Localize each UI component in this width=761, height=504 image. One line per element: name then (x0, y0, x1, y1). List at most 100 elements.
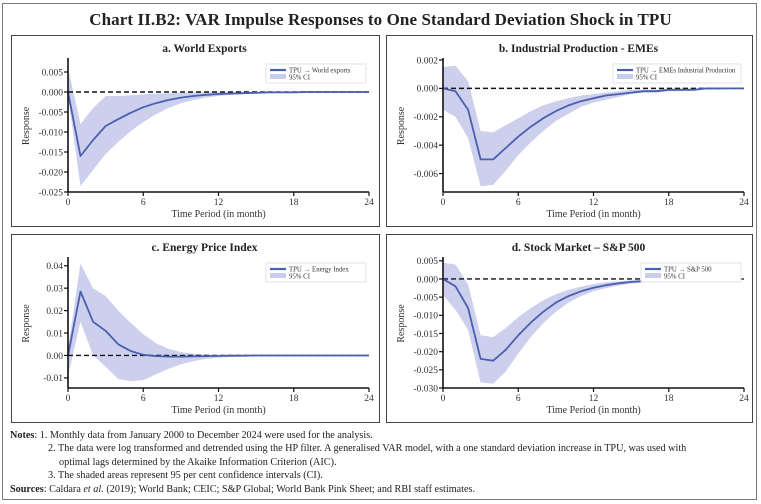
sources-line: Sources: Caldara et al. (2019); World Ba… (10, 483, 755, 496)
y-tick-label: -0.010 (413, 312, 438, 322)
chart-svg-c: c. Energy Price Index 0.04 0.03 0.02 0.01 0.0… (21, 242, 374, 416)
y-tick-label: 0.01 (46, 329, 63, 339)
panel-title: b. Industrial Production - EMEs (499, 43, 659, 55)
x-tick-label: 0 (66, 394, 71, 404)
note-text: optimal lags determined by the Akaike In… (59, 456, 337, 468)
y-tick-label: -0.025 (413, 366, 438, 376)
confidence-band (68, 263, 369, 382)
y-tick-label: -0.025 (38, 188, 63, 198)
legend-line-label: TPU → S&P 500 (664, 266, 712, 273)
chart-frame (2, 3, 757, 500)
legend-line-label: TPU → Energy Index (289, 266, 349, 273)
notes-colon: : (34, 430, 40, 441)
panel-title: a. World Exports (162, 43, 247, 55)
y-tick-label: -0.010 (38, 128, 63, 138)
y-tick-label: -0.002 (413, 113, 438, 123)
y-tick-label: -0.015 (38, 148, 63, 158)
x-tick-label: 0 (441, 198, 446, 208)
chart-title: Chart II.B2: VAR Impulse Responses to On… (89, 10, 672, 29)
x-tick-label: 6 (516, 198, 521, 208)
confidence-band (443, 65, 744, 187)
x-tick-label: 0 (66, 198, 71, 208)
note-2: 2. The data were log transformed and det… (10, 442, 755, 455)
note-text: 3. The shaded areas represent 95 per cen… (48, 470, 323, 482)
y-tick-label: -0.004 (413, 141, 438, 151)
confidence-band (68, 68, 369, 186)
legend-box (612, 63, 742, 84)
y-tick-label: -0.005 (413, 293, 438, 303)
confidence-band (443, 262, 744, 384)
y-tick-label: 0.005 (417, 257, 439, 267)
note-2-cont: optimal lags determined by the Akaike In… (10, 456, 755, 469)
x-tick-label: 6 (141, 198, 146, 208)
y-tick-label: 0.000 (417, 85, 439, 95)
x-axis-label: Time Period (in month) (546, 209, 640, 220)
panel-energy-price-index: c. Energy Price Index 0.04 0.03 0.02 0.01 0.0… (11, 234, 380, 423)
panel-stock-market: d. Stock Market – S&P 500 0.005 0.000 -0.00… (386, 234, 753, 423)
y-tick-label: 0.02 (46, 307, 63, 317)
chart-svg-d: d. Stock Market – S&P 500 0.005 0.000 -0.00… (396, 242, 749, 416)
panel-title: c. Energy Price Index (151, 242, 257, 254)
sources-italic: et al. (83, 483, 104, 495)
sources-label: Sources (10, 483, 44, 495)
x-tick-label: 18 (664, 198, 674, 208)
y-tick-label: 0.000 (42, 88, 64, 98)
legend-band-swatch (270, 273, 286, 278)
y-axis-label: Response (21, 304, 32, 343)
x-tick-label: 24 (364, 394, 374, 404)
x-axis-label: Time Period (in month) (171, 405, 265, 416)
y-tick-label: 0.002 (417, 56, 439, 66)
legend-band-swatch (617, 74, 633, 79)
sources-text-rest: (2019); World Bank; CEIC; S&P Global; Wo… (103, 483, 476, 495)
x-tick-label: 24 (739, 198, 749, 208)
legend-band-swatch (270, 74, 286, 79)
legend-box (265, 63, 367, 84)
y-axis-label: Response (396, 106, 407, 145)
panel-industrial-production: b. Industrial Production - EMEs 0.002 0.00… (386, 35, 753, 227)
legend-band-label: 95% CI (636, 75, 658, 82)
y-tick-label: -0.015 (413, 330, 438, 340)
y-tick-label: -0.020 (413, 348, 438, 358)
response-line (442, 87, 744, 161)
panel-world-exports: a. World Exports 0.005 0.000 -0.005 -0.010 -0… (11, 35, 380, 227)
notes-section: Notes: 1. Monthly data from January 2000… (10, 429, 755, 496)
note-text: 1. Monthly data from January 2000 to Dec… (39, 430, 373, 441)
x-axis-label: Time Period (in month) (546, 405, 640, 416)
legend-line-label: TPU → World exports (289, 67, 351, 74)
response-line (67, 290, 369, 358)
x-tick-label: 12 (589, 198, 599, 208)
chart-svg-a: a. World Exports 0.005 0.000 -0.005 -0.010 -0… (21, 43, 374, 220)
x-tick-label: 0 (441, 394, 446, 404)
legend-band-label: 95% CI (664, 274, 686, 281)
y-tick-label: -0.01 (43, 374, 63, 384)
legend-band-label: 95% CI (289, 274, 311, 281)
chart-svg-b: b. Industrial Production - EMEs 0.002 0.00… (396, 43, 749, 220)
sources-text: Caldara (49, 483, 84, 495)
x-tick-label: 24 (739, 394, 749, 404)
note-1: Notes: 1. Monthly data from January 2000… (10, 429, 755, 442)
legend-band-label: 95% CI (289, 75, 311, 82)
y-tick-label: -0.020 (38, 168, 63, 178)
x-tick-label: 18 (664, 394, 674, 404)
x-tick-label: 12 (214, 198, 224, 208)
x-axis-label: Time Period (in month) (171, 209, 265, 220)
y-tick-label: 0.00 (46, 352, 63, 362)
y-axis-label: Response (396, 304, 407, 343)
x-tick-label: 6 (141, 394, 146, 404)
y-tick-label: 0.04 (46, 262, 63, 272)
x-tick-label: 12 (214, 394, 224, 404)
y-tick-label: -0.006 (413, 170, 438, 180)
panel-title: d. Stock Market – S&P 500 (512, 242, 646, 254)
legend-box (640, 262, 742, 283)
response-line (67, 91, 369, 157)
note-text: 2. The data were log transformed and det… (48, 443, 687, 455)
notes-label: Notes (10, 430, 35, 441)
legend-box (265, 262, 367, 283)
sources-colon: : (43, 483, 50, 495)
x-tick-label: 18 (289, 198, 299, 208)
legend-band-swatch (645, 273, 661, 278)
y-tick-label: 0.005 (42, 68, 64, 78)
x-tick-label: 12 (589, 394, 599, 404)
x-tick-label: 18 (289, 394, 299, 404)
x-tick-label: 24 (364, 198, 374, 208)
